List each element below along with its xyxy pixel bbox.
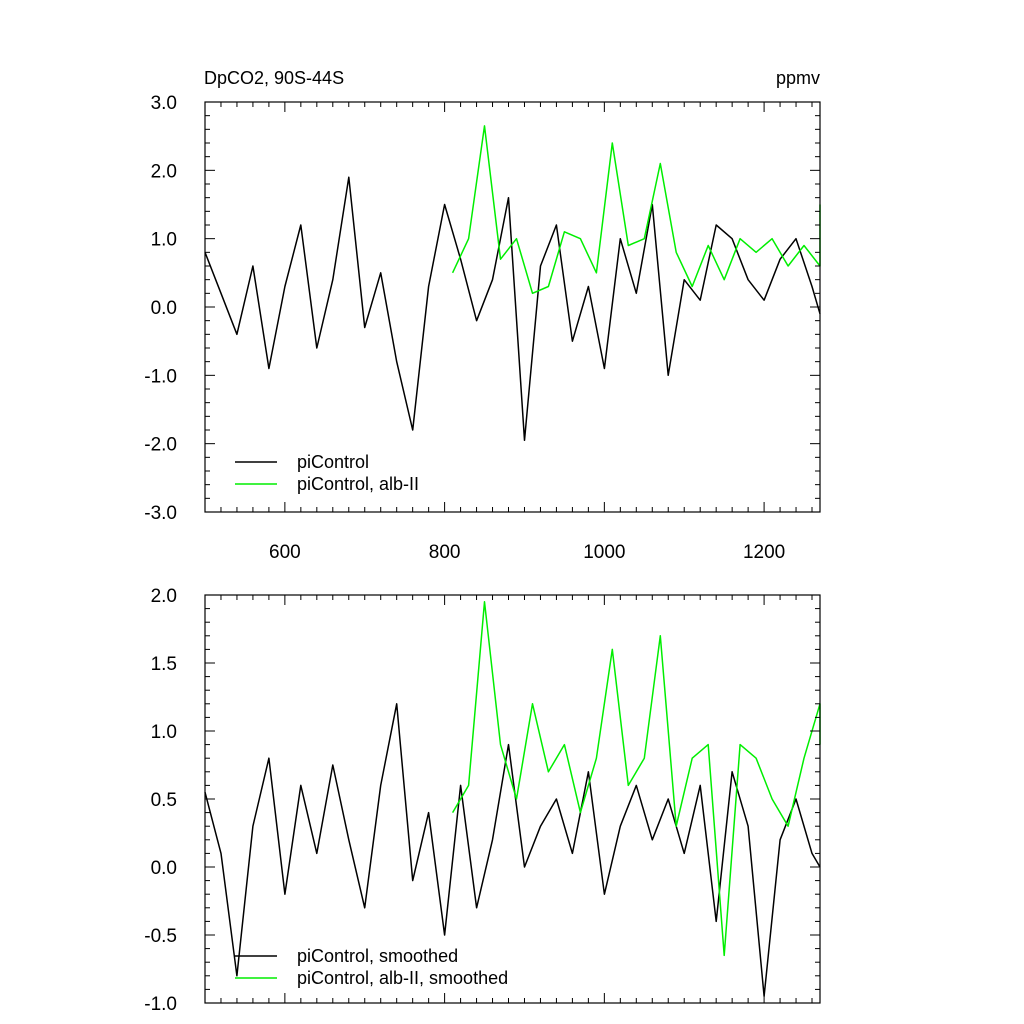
x-tick-label: 800 [429, 542, 461, 563]
series-line-1 [451, 125, 821, 295]
y-tick-label: 2.0 [151, 161, 177, 182]
top-plot-frame [204, 101, 821, 513]
bottom-ticks: -1.0 -0.5 0.0 0.5 1.0 1.5 2.0 [144, 586, 820, 1015]
y-tick-label: 1.0 [151, 230, 177, 251]
y-tick-label: 3.0 [151, 93, 177, 114]
x-tick-label: 600 [269, 542, 301, 563]
x-tick-label: 1000 [583, 542, 625, 563]
y-tick-label: 0.5 [151, 790, 177, 811]
top-panel: DpCO2, 90S-44S ppmv -3.0 -2.0 -1.0 0.0 1.0 2.… [144, 68, 821, 563]
top-panel-unit-label: ppmv [776, 68, 820, 88]
y-tick-label: -1.0 [144, 994, 177, 1015]
legend-label: piControl, alb-II [297, 474, 419, 494]
x-tick-label: 1200 [743, 542, 785, 563]
legend-label: piControl, smoothed [297, 946, 458, 966]
y-tick-label: 0.0 [151, 858, 177, 879]
y-tick-label: -1.0 [144, 366, 177, 387]
y-tick-label: 1.0 [151, 722, 177, 743]
top-series-layer [204, 125, 821, 442]
bottom-plot-frame [204, 594, 821, 1004]
y-tick-label: 1.5 [151, 654, 177, 675]
y-tick-label: -3.0 [144, 503, 177, 524]
y-tick-label: -0.5 [144, 926, 177, 947]
bottom-panel: -1.0 -0.5 0.0 0.5 1.0 1.5 2.0 piControl, smoot… [144, 586, 821, 1015]
legend-label: piControl [297, 452, 369, 472]
top-panel-title: DpCO2, 90S-44S [204, 68, 344, 88]
bottom-series-layer [204, 601, 821, 997]
y-tick-label: 0.0 [151, 298, 177, 319]
y-tick-label: -2.0 [144, 435, 177, 456]
y-tick-label: 2.0 [151, 586, 177, 607]
top-ticks: -3.0 -2.0 -1.0 0.0 1.0 2.0 3.0 600 800 1000 1200 [144, 93, 820, 563]
series-line-0 [204, 703, 821, 997]
series-line-0 [204, 176, 821, 442]
legend-label: piControl, alb-II, smoothed [297, 968, 508, 988]
series-line-1 [451, 601, 821, 957]
